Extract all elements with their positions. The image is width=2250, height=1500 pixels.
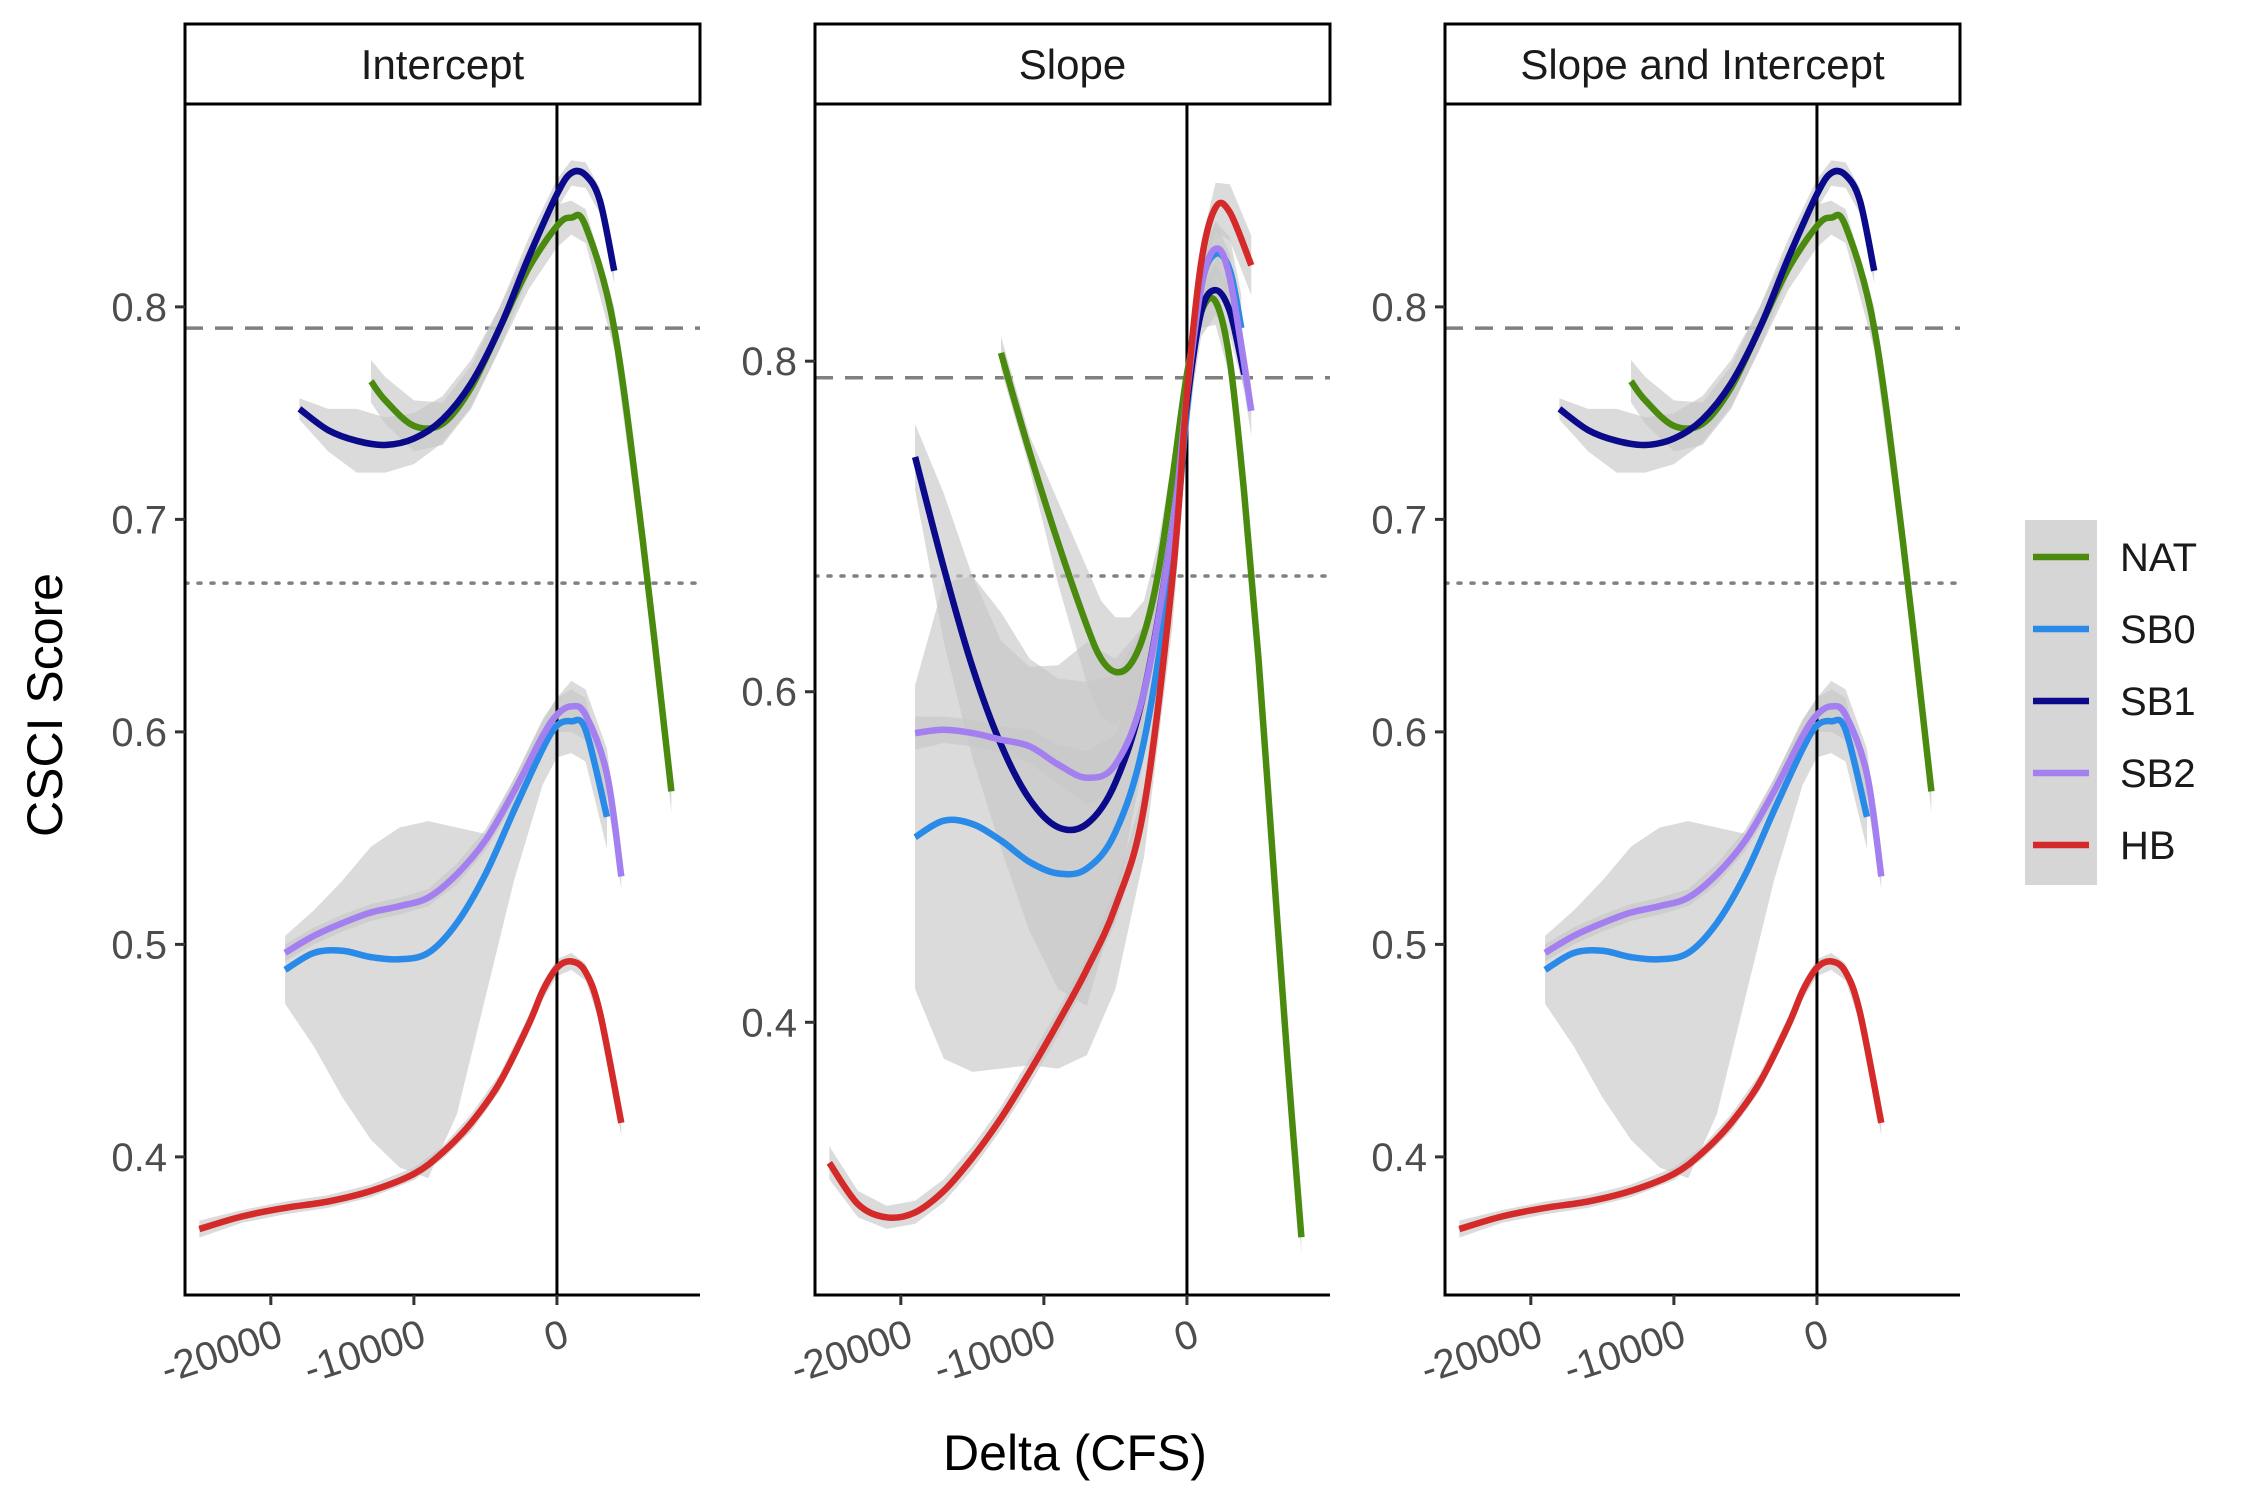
ci-ribbon-hb (1459, 952, 1882, 1238)
x-tick-label: -10000 (929, 1312, 1061, 1392)
x-tick-label: -10000 (1559, 1312, 1691, 1392)
y-tick-label: 0.5 (111, 923, 167, 967)
series-line-hb (826, 199, 1255, 1221)
legend-label-sb1: SB1 (2120, 680, 2196, 724)
y-tick-label: 0.6 (111, 711, 167, 755)
y-tick-label: 0.7 (1371, 498, 1427, 542)
series-line-hb (198, 958, 625, 1233)
y-tick-label: 0.8 (1371, 286, 1427, 330)
series-line-sb2 (1543, 702, 1885, 956)
y-tick-label: 0.8 (111, 286, 167, 330)
plot-area (815, 105, 1330, 1295)
y-axis-title: CSCI Score (17, 573, 73, 837)
x-tick-label: -20000 (156, 1312, 288, 1392)
legend-label-sb2: SB2 (2120, 752, 2196, 796)
x-tick-label: 0 (1799, 1312, 1834, 1361)
facet-title: Intercept (361, 41, 525, 88)
series-line-sb2 (914, 245, 1255, 781)
series-line-nat (1628, 211, 1935, 792)
x-tick-label: 0 (539, 1312, 574, 1361)
panel-intercept: Intercept 0.4 0.5 0.6 0.7 0.8 -20000 -10000 0 (111, 22, 702, 1392)
panel-slope: Slope 0.4 0.6 0.8 -20000 -10000 0 (741, 22, 1332, 1392)
legend-label-sb0: SB0 (2120, 608, 2196, 652)
y-tick-label: 0.8 (741, 340, 797, 384)
legend-label-hb: HB (2120, 824, 2176, 868)
facet-strip (1443, 22, 1962, 106)
x-tick-label: -20000 (1416, 1312, 1548, 1392)
facet-title: Slope (1019, 41, 1126, 88)
y-tick-label: 0.7 (111, 498, 167, 542)
y-tick-label: 0.4 (111, 1136, 167, 1180)
legend: NAT SB0 SB1 SB2 HB (2025, 520, 2197, 885)
series-line-hb (1458, 958, 1885, 1233)
plot-area (1445, 105, 1960, 1295)
series-line-sb1 (911, 286, 1248, 834)
x-tick-label: 0 (1169, 1312, 1204, 1361)
x-axis-title: Delta (CFS) (943, 1425, 1207, 1481)
y-tick-label: 0.4 (1371, 1136, 1427, 1180)
series-line-sb1 (297, 167, 618, 449)
series-line-sb0 (283, 716, 611, 973)
facet-strip (183, 22, 702, 106)
series-line-sb0 (1543, 716, 1871, 973)
y-tick-label: 0.4 (741, 1001, 797, 1045)
ci-ribbon-hb (199, 952, 622, 1238)
y-tick-label: 0.5 (1371, 923, 1427, 967)
y-tick-label: 0.6 (1371, 711, 1427, 755)
series-line-sb2 (283, 702, 625, 956)
facet-title: Slope and Intercept (1520, 41, 1885, 88)
panel-slope-and-intercept: Slope and Intercept 0.4 0.5 0.6 0.7 0.8 -20000… (1371, 22, 1962, 1392)
facet-strip (813, 22, 1332, 106)
x-tick-label: -10000 (299, 1312, 431, 1392)
ci-ribbon-sb0 (915, 220, 1242, 1072)
y-tick-label: 0.6 (741, 671, 797, 715)
ci-ribbon-sb1 (915, 265, 1245, 1006)
legend-label-nat: NAT (2120, 536, 2197, 580)
x-tick-label: -20000 (786, 1312, 918, 1392)
series-line-sb1 (1557, 167, 1878, 449)
series-line-nat (368, 211, 675, 792)
plot-area (185, 105, 700, 1295)
